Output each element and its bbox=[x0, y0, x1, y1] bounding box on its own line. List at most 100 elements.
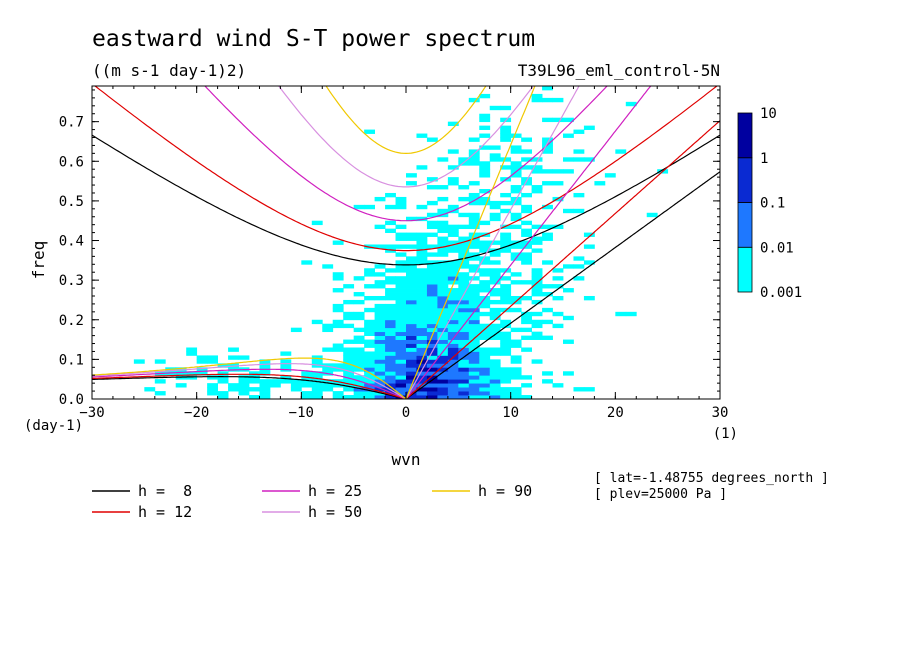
power-cell bbox=[500, 295, 512, 301]
power-cell bbox=[217, 391, 229, 396]
power-cell bbox=[332, 319, 344, 325]
power-cell bbox=[521, 204, 532, 210]
power-cell bbox=[426, 371, 438, 376]
power-cell bbox=[406, 323, 417, 329]
power-cell bbox=[468, 244, 480, 249]
power-cell bbox=[489, 260, 501, 265]
power-cell bbox=[521, 280, 532, 285]
power-cell bbox=[489, 359, 501, 364]
power-cell bbox=[458, 311, 470, 317]
power-cell bbox=[154, 379, 166, 384]
power-cell bbox=[510, 200, 522, 206]
power-cell bbox=[395, 236, 407, 241]
power-cell bbox=[437, 311, 449, 317]
power-cell bbox=[196, 359, 208, 364]
power-cell bbox=[458, 161, 470, 166]
power-cell bbox=[322, 383, 334, 388]
power-cell bbox=[458, 319, 470, 325]
power-cell bbox=[426, 359, 438, 364]
power-cell bbox=[280, 351, 292, 356]
power-cell bbox=[479, 355, 491, 360]
power-cell bbox=[489, 383, 501, 388]
power-cell bbox=[332, 240, 344, 245]
power-cell bbox=[542, 224, 553, 230]
power-cell bbox=[259, 395, 271, 400]
power-cell bbox=[468, 315, 480, 321]
power-cell bbox=[406, 339, 417, 344]
power-cell bbox=[510, 165, 522, 170]
power-cell bbox=[395, 339, 407, 344]
power-cell bbox=[426, 343, 438, 348]
power-cell bbox=[416, 284, 428, 289]
power-cell bbox=[228, 347, 239, 352]
power-cell bbox=[500, 343, 512, 348]
power-cell bbox=[531, 169, 543, 174]
power-cell bbox=[468, 264, 480, 269]
power-cell bbox=[395, 335, 407, 340]
power-cell bbox=[479, 93, 491, 99]
power-cell bbox=[290, 327, 302, 333]
power-cell bbox=[364, 383, 375, 388]
power-cell bbox=[542, 149, 553, 154]
legend-label: h = 12 bbox=[138, 503, 192, 521]
power-cell bbox=[563, 339, 574, 344]
power-cell bbox=[353, 335, 365, 340]
power-cell bbox=[489, 375, 501, 380]
power-cell bbox=[322, 347, 334, 352]
power-cell bbox=[301, 391, 313, 396]
power-cell bbox=[437, 208, 449, 214]
power-cell bbox=[343, 323, 355, 329]
power-cell bbox=[458, 371, 470, 376]
power-cell bbox=[573, 264, 585, 269]
power-cell bbox=[395, 252, 407, 257]
power-cell bbox=[489, 105, 501, 111]
power-cell bbox=[426, 212, 438, 218]
power-cell bbox=[416, 323, 428, 329]
power-cell bbox=[447, 319, 459, 325]
power-cell bbox=[364, 359, 375, 364]
power-cell bbox=[447, 351, 459, 356]
power-cell bbox=[458, 236, 470, 241]
power-cell bbox=[416, 331, 428, 337]
power-cell bbox=[531, 292, 543, 297]
y-tick-label: 0.6 bbox=[59, 154, 84, 170]
power-cell bbox=[207, 387, 218, 392]
power-cell bbox=[447, 367, 459, 372]
power-cell bbox=[259, 383, 271, 388]
power-cell bbox=[573, 208, 585, 214]
power-cell bbox=[416, 232, 428, 237]
power-cell bbox=[542, 145, 553, 150]
power-cell bbox=[489, 307, 501, 313]
power-cell bbox=[385, 383, 396, 388]
power-cell bbox=[500, 208, 512, 214]
power-cell bbox=[615, 149, 627, 154]
power-cell bbox=[395, 284, 407, 289]
power-cell bbox=[207, 355, 218, 360]
power-cell bbox=[552, 323, 564, 329]
power-cell bbox=[552, 295, 564, 301]
power-cell bbox=[364, 323, 375, 329]
power-cell bbox=[426, 355, 438, 360]
power-cell bbox=[458, 387, 470, 392]
power-cell bbox=[521, 256, 532, 261]
power-cell bbox=[280, 379, 292, 384]
power-cell bbox=[217, 375, 229, 380]
power-cell bbox=[416, 272, 428, 277]
power-cell bbox=[437, 335, 449, 340]
power-cell bbox=[374, 363, 386, 368]
power-cell bbox=[416, 268, 428, 273]
power-cell bbox=[583, 260, 595, 265]
power-cell bbox=[416, 319, 428, 325]
power-cell bbox=[437, 157, 449, 162]
y-unit-label: (day-1) bbox=[24, 418, 83, 434]
power-cell bbox=[531, 240, 543, 245]
power-cell bbox=[416, 355, 428, 360]
power-cell bbox=[437, 367, 449, 372]
power-cell bbox=[447, 244, 459, 249]
power-cell bbox=[395, 359, 407, 364]
power-cell bbox=[468, 387, 480, 392]
power-cell bbox=[207, 375, 218, 380]
power-cell bbox=[416, 391, 428, 396]
power-cell bbox=[406, 379, 417, 384]
power-cell bbox=[406, 276, 417, 281]
